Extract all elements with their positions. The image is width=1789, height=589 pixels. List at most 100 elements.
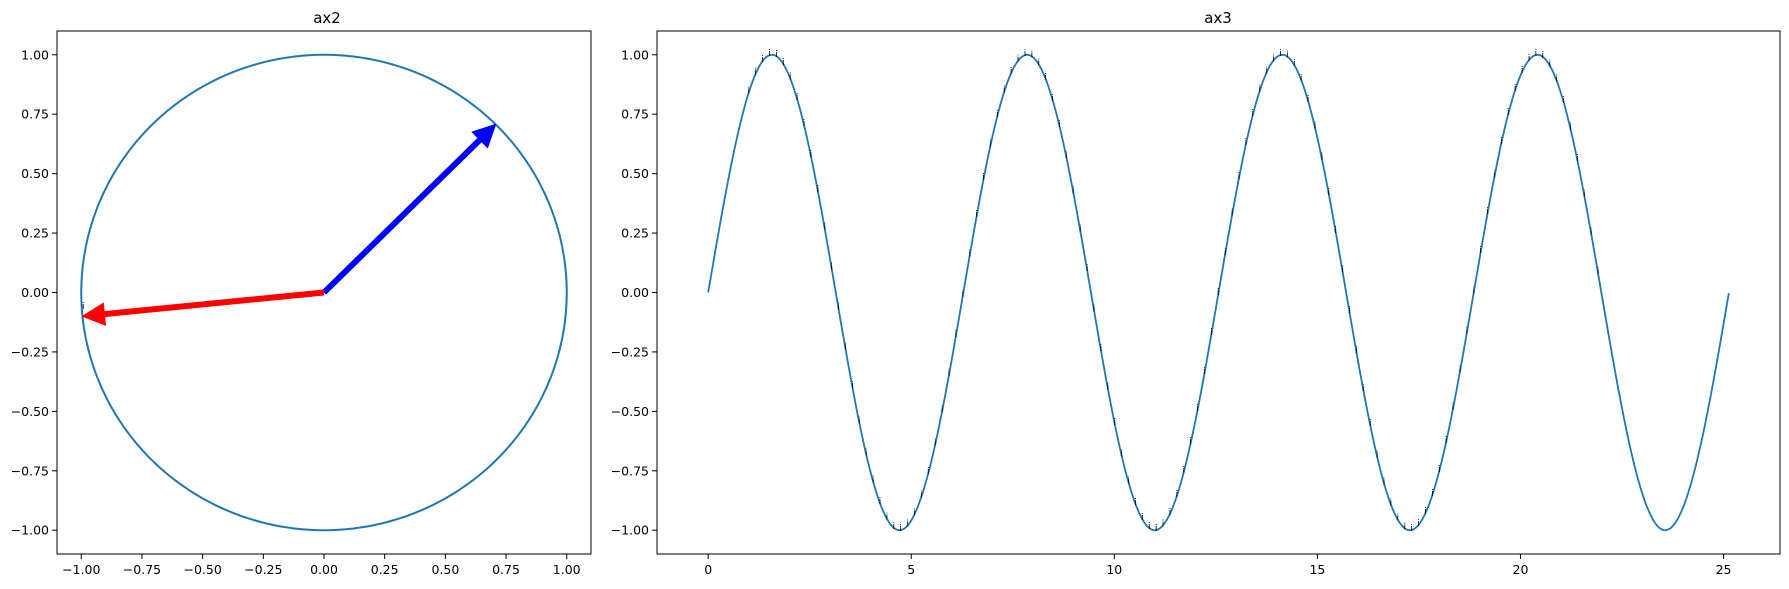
x-tick-label: 20 (1513, 562, 1529, 577)
ax3-annotation: i (1148, 522, 1151, 532)
y-tick-label: 1.00 (21, 47, 49, 62)
x-tick-label: −0.25 (244, 562, 282, 577)
ax3-annotation: i (906, 520, 909, 530)
x-tick-label: 25 (1716, 562, 1732, 577)
ax3-annotation: i (748, 86, 751, 96)
arrow-head-blue (471, 123, 497, 149)
ax3-annotation: i (1479, 246, 1482, 256)
chart-ax2: ax2 i −1.00 −0.75 −0.50 −0.25 0.00 0.25 0.50 0.… (11, 9, 592, 577)
ax3-annotation: i (1410, 524, 1413, 534)
ax3-annotation: i (830, 262, 833, 272)
ax3-annotation: i (1183, 466, 1186, 476)
ax3-annotation: i (1141, 513, 1144, 523)
y-tick-label: −1.00 (11, 523, 49, 538)
circle-series-line (80, 53, 568, 532)
ax3-annotation: i (879, 497, 882, 507)
ax3-annotation: i (1355, 346, 1358, 356)
ax3-annotation: i (1134, 498, 1137, 508)
sine-series-line (707, 53, 1730, 532)
ax3-annotation: i (789, 72, 792, 82)
ax3-annotation: i (1452, 402, 1455, 412)
ax3-annotation: i (817, 185, 820, 195)
ax2-x-axis: −1.00 −0.75 −0.50 −0.25 0.00 0.25 0.50 0.75 1.00 (62, 554, 581, 577)
arrow-head-red (81, 302, 107, 326)
ax3-annotation: i (1307, 95, 1310, 105)
ax3-annotation: i (1438, 465, 1441, 475)
ax3-annotation: i (851, 381, 854, 391)
ax3-annotation: i (1224, 248, 1227, 258)
ax3-x-axis: 0 5 10 15 20 25 (704, 554, 1731, 577)
ax3-annotation: i (1044, 73, 1047, 83)
ax3-annotation: i (1341, 266, 1344, 276)
ax3-annotation: i (1562, 96, 1565, 106)
ax3-annotation: i (1417, 519, 1420, 529)
y-tick-label: −0.50 (611, 404, 649, 419)
ax3-annotation: i (1397, 514, 1400, 524)
ax3-annotation: i (1265, 66, 1268, 76)
ax3-annotation: i (1528, 54, 1531, 64)
ax3-annotation: i (996, 110, 999, 120)
ax3-annotation: i (1286, 51, 1289, 61)
ax3-annotation: i (1003, 86, 1006, 96)
ax3-annotation: i (1176, 490, 1179, 500)
ax3-annotation: i (1065, 151, 1068, 161)
ax3-annotation: i (872, 475, 875, 485)
ax3-annotation: i (1238, 172, 1241, 182)
ax3-annotation: i (1093, 304, 1096, 314)
ax3-annotation: i (1321, 153, 1324, 163)
ax3-annotation: i (1548, 59, 1551, 69)
y-tick-label: −0.25 (11, 344, 49, 359)
ax3-annotation: i (1576, 154, 1579, 164)
chart-title-ax3: ax3 (1204, 9, 1232, 27)
ax3-annotation: i (982, 173, 985, 183)
ax3-annotation: i (1486, 207, 1489, 217)
ax3-annotation: i (1079, 224, 1082, 234)
ax3-annotation: i (1569, 123, 1572, 133)
y-tick-label: −1.00 (611, 523, 649, 538)
x-tick-label: 1.00 (553, 562, 581, 577)
y-tick-label: −0.25 (611, 344, 649, 359)
ax2-plot-area: i (80, 53, 568, 532)
ax3-annotation: i (1383, 477, 1386, 487)
x-tick-label: 0.00 (310, 562, 338, 577)
x-tick-label: 0.25 (371, 562, 399, 577)
ax3-annotation: i (803, 119, 806, 129)
ax3-annotation: i (1024, 49, 1027, 59)
ax3-annotation: i (1314, 121, 1317, 131)
y-tick-label: 0.50 (21, 166, 49, 181)
ax3-annotation: i (782, 58, 785, 68)
ax3-y-axis: 1.00 0.75 0.50 0.25 0.00 −0.25 −0.50 −0.75 −1.00 (611, 47, 657, 538)
x-tick-label: 10 (1106, 562, 1122, 577)
ax3-frame (656, 30, 1781, 555)
ax3-annotation: i (1300, 74, 1303, 84)
x-tick-label: −1.00 (62, 562, 100, 577)
ax3-annotation: i (1334, 226, 1337, 236)
x-tick-label: −0.75 (123, 562, 161, 577)
ax3-annotation: i (1493, 170, 1496, 180)
x-tick-label: 0 (704, 562, 712, 577)
ax3-annotation: i (1424, 507, 1427, 517)
ax3-annotation: i (989, 139, 992, 149)
ax3-plot-area: i i i i i i i i i i i i i i i i i i i i i i i i i i i i i i i i i i i i i i i i… (707, 49, 1730, 534)
ax3-annotation: i (1597, 267, 1600, 277)
ax3-annotation: i (1459, 366, 1462, 376)
ax3-annotation: i (754, 68, 757, 78)
y-tick-label: 0.25 (21, 226, 49, 241)
ax3-annotation: i (968, 249, 971, 259)
ax3-annotation: i (810, 150, 813, 160)
ax3-annotation: i (1521, 66, 1524, 76)
ax3-annotation: i (1203, 367, 1206, 377)
ax3-annotation: i (844, 343, 847, 353)
x-tick-label: 0.50 (431, 562, 459, 577)
ax3-annotation: i (893, 522, 896, 532)
ax3-annotation: i (1390, 499, 1393, 509)
y-tick-label: 0.75 (621, 107, 649, 122)
ax3-annotation: i (948, 369, 951, 379)
ax3-annotation: i (1328, 188, 1331, 198)
ax3-annotation: i (1017, 55, 1020, 65)
x-tick-label: 15 (1309, 562, 1325, 577)
ax3-annotation: i (1535, 49, 1538, 59)
ax3-annotation: i (962, 290, 965, 300)
ax3-annotation: i (1590, 227, 1593, 237)
ax3-annotation: i (1376, 451, 1379, 461)
